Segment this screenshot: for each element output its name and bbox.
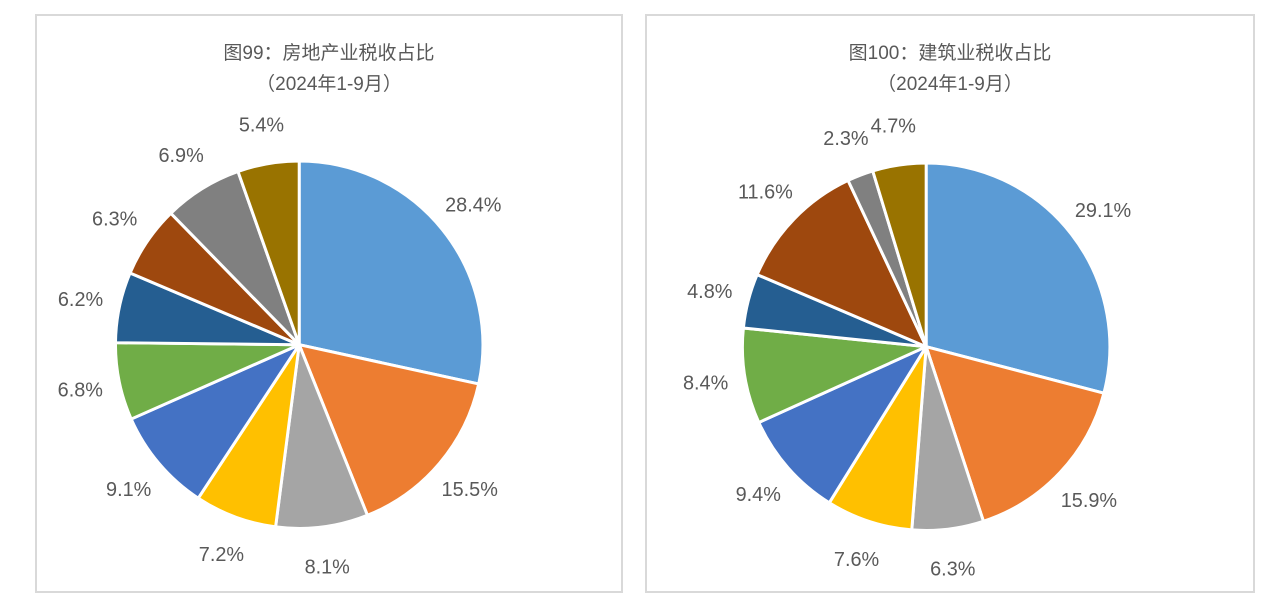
pie-slice-1 [297,159,485,386]
slice-label: 6.3% [930,559,975,581]
pie-chart-construction: 29.1% 15.9% 6.3% 7.6% 9.4% 8.4% 4.8% 11.6% 2.3%4… [683,116,1131,581]
chart-subtitle: （2024年1-9月） [877,74,1023,95]
pie-chart-real-estate: 28.4% 15.5% 8.1% 7.2% 9.1% 6.8% 6.2% 6.3% 6.9% 5.… [58,114,502,578]
slice-label: 15.9% [1061,490,1117,512]
chart-panel-construction-tax: 图100：建筑业税收占比 （2024年1-9月） 29.1% 15.9% 6.3% 7… [645,14,1255,593]
slice-label: 7.6% [834,549,879,571]
pie-slice-6 [740,326,928,424]
chart-panel-real-estate-tax: 图99：房地产业税收占比 （2024年1-9月） 28.4% 15.5% 8.1% 7… [35,14,623,593]
slice-label: 6.2% [58,289,103,311]
slice-label: 7.2% [199,544,244,566]
pie-slice-8 [755,178,928,349]
chart-subtitle: （2024年1-9月） [256,74,402,95]
slice-label: 6.8% [58,380,103,402]
pie-slice-10 [871,161,928,349]
pie-slice-2 [297,343,481,517]
slice-label: 5.4% [239,114,284,136]
chart-title-block: 图99：房地产业税收占比 （2024年1-9月） [37,38,621,100]
slice-label: 15.5% [442,479,498,501]
slice-label: 2.3% [823,128,868,150]
slice-label: 4.7% [871,116,916,138]
pie-slice-3 [274,343,369,530]
slice-label: 8.4% [683,373,728,395]
slice-label: 9.1% [106,479,151,501]
pie-slice-5 [757,345,928,505]
chart-title: 图99：房地产业税收占比 [223,43,435,64]
slice-label: 9.4% [736,484,781,506]
slice-label: 28.4% [445,195,501,217]
slice-label: 11.6% [738,182,793,204]
slice-label: 4.8% [687,281,732,303]
chart-title-block: 图100：建筑业税收占比 （2024年1-9月） [647,38,1253,100]
slice-label: 6.9% [158,145,203,167]
pie-slice-10 [236,159,301,347]
slice-label: 29.1% [1075,200,1131,222]
pie-slice-1 [924,161,1112,395]
chart-title: 图100：建筑业税收占比 [848,43,1052,64]
slice-label: 8.1% [305,556,350,578]
pie-slice-5 [129,343,301,500]
slice-label: 6.3% [92,209,137,231]
